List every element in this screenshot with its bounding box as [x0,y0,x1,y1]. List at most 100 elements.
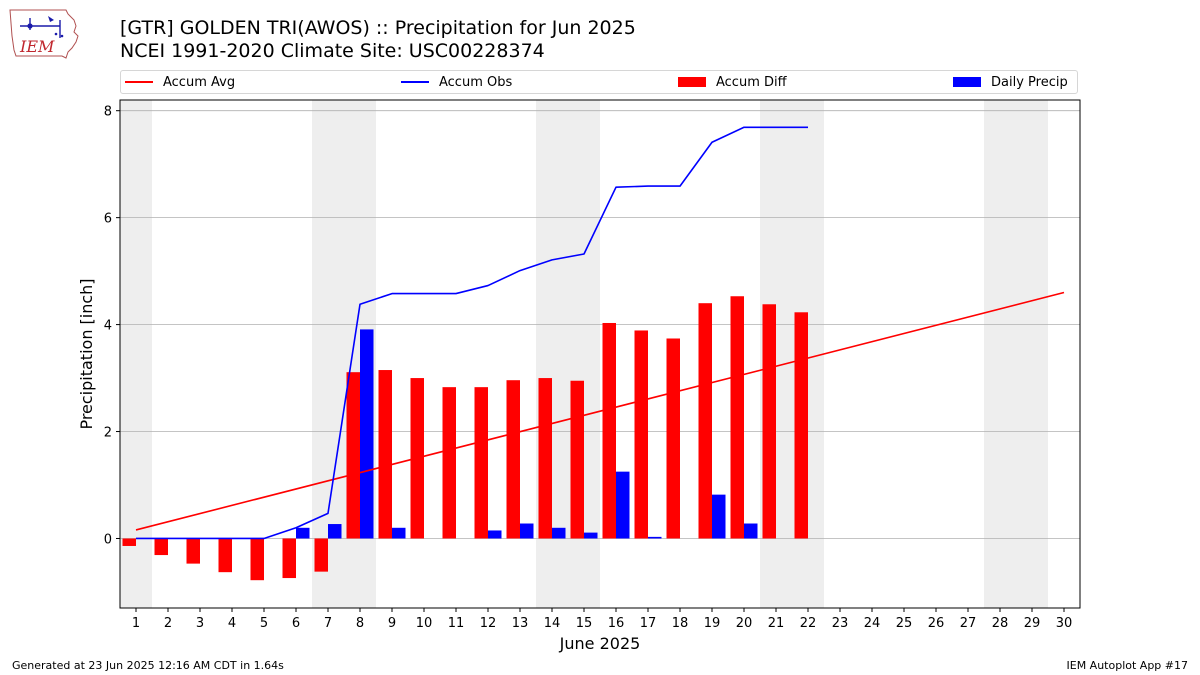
x-tick-label: 28 [992,616,1009,631]
iem-logo-text: IEM [19,37,55,56]
accum-diff-bar [282,538,296,579]
x-tick-label: 1 [132,616,140,631]
daily-precip-bar [392,527,406,539]
x-tick-label: 10 [416,616,433,631]
accum-diff-bar [506,380,520,539]
x-tick-label: 30 [1056,616,1073,631]
x-tick-label: 21 [768,616,785,631]
accum-diff-bar [666,338,680,539]
legend-item-daily-precip: Daily Precip [953,74,1068,90]
daily-precip-bar [712,494,726,539]
daily-precip-bar [648,536,662,539]
legend-label-accum-avg: Accum Avg [163,74,236,90]
accum-diff-bar [186,538,200,564]
accum-diff-bar [378,370,392,539]
x-tick-label: 23 [832,616,849,631]
x-tick-label: 24 [864,616,881,631]
legend-label-accum-obs: Accum Obs [439,74,513,90]
accum-diff-bar [410,378,424,539]
x-tick-label: 16 [608,616,625,631]
x-tick-label: 11 [448,616,465,631]
accum-diff-bar [538,378,552,539]
accum-diff-bar [730,296,744,539]
weekend-shading [120,100,1048,608]
y-tick-label: 8 [104,105,112,120]
x-tick-label: 4 [228,616,236,631]
gridlines [120,110,1080,539]
y-tick-label: 6 [104,212,112,227]
accum-diff-bar [794,312,808,539]
x-tick-label: 22 [800,616,817,631]
x-tick-label: 14 [544,616,561,631]
daily-precip-bar [616,471,630,539]
accum-diff-bar [570,380,584,539]
weekend-shade [984,100,1048,608]
x-tick-label: 19 [704,616,721,631]
legend-swatch-daily-precip [953,77,981,87]
x-tick-label: 17 [640,616,657,631]
x-tick-label: 3 [196,616,204,631]
plot-frame [119,99,1081,609]
daily-precip-bar [360,329,374,539]
accum-diff-bar [122,538,136,546]
chart-title: [GTR] GOLDEN TRI(AWOS) :: Precipitation … [120,17,636,39]
accum-obs-line [136,126,808,540]
chart-legend: Accum Avg Accum Obs Accum Diff Daily Pre… [120,70,1078,94]
weekend-shade [312,100,376,608]
accum-diff-bar [762,304,776,539]
x-tick-label: 2 [164,616,172,631]
accum-diff-bar [346,372,360,539]
legend-item-accum-obs: Accum Obs [401,74,512,90]
legend-swatch-accum-avg [125,81,153,83]
x-axis-label: June 2025 [559,634,641,653]
accum-diff-bar [442,387,456,539]
weekend-shade [120,100,152,608]
accum-diff-bar [218,538,232,573]
weekend-shade [760,100,824,608]
daily-precip-bar [296,527,310,539]
generated-timestamp: Generated at 23 Jun 2025 12:16 AM CDT in… [12,659,284,672]
x-tick-label: 8 [356,616,364,631]
accum-diff-bar [474,387,488,539]
bar-series [122,296,808,581]
x-tick-label: 18 [672,616,689,631]
app-credit: IEM Autoplot App #17 [1066,659,1189,672]
legend-label-daily-precip: Daily Precip [991,74,1068,90]
accum-diff-bar [154,538,168,556]
legend-label-accum-diff: Accum Diff [716,74,787,90]
accum-diff-bar [314,538,328,572]
daily-precip-bar [584,532,598,539]
daily-precip-bar [488,530,502,539]
daily-precip-bar [520,523,534,539]
line-series [135,126,1065,540]
x-tick-label: 6 [292,616,300,631]
x-tick-label: 25 [896,616,913,631]
x-tick-label: 20 [736,616,753,631]
x-tick-label: 13 [512,616,529,631]
daily-precip-bar [328,524,342,539]
x-tick-label: 26 [928,616,945,631]
daily-precip-bar [744,523,758,539]
x-tick-label: 15 [576,616,593,631]
x-tick-label: 29 [1024,616,1041,631]
x-tick-label: 5 [260,616,268,631]
y-axis-label: Precipitation [inch] [77,278,96,429]
x-tick-label: 9 [388,616,396,631]
iem-logo: IEM [9,9,79,59]
legend-swatch-accum-diff [678,77,706,87]
y-tick-label: 2 [104,426,112,441]
accum-diff-bar [698,303,712,539]
legend-item-accum-avg: Accum Avg [125,74,235,90]
chart-subtitle: NCEI 1991-2020 Climate Site: USC00228374 [120,40,545,62]
weekend-shade [536,100,600,608]
accum-diff-bar [634,330,648,539]
legend-swatch-accum-obs [401,81,429,83]
accum-diff-bar [250,538,264,581]
accum-avg-line [135,291,1065,531]
x-tick-label: 12 [480,616,497,631]
daily-precip-bar [552,527,566,539]
y-tick-label: 4 [104,319,112,334]
y-tick-label: 0 [104,532,112,547]
